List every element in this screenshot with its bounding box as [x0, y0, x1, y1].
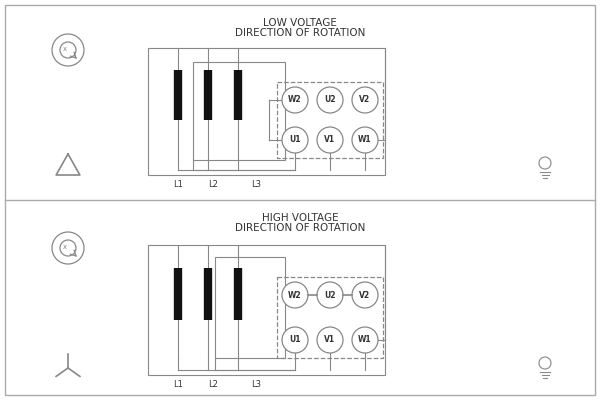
Text: W1: W1 [358, 336, 372, 344]
Text: V2: V2 [359, 290, 371, 300]
Text: DIRECTION OF ROTATION: DIRECTION OF ROTATION [235, 28, 365, 38]
Text: U1: U1 [289, 136, 301, 144]
Text: W1: W1 [358, 136, 372, 144]
Text: U1: U1 [289, 336, 301, 344]
Text: L1: L1 [173, 180, 183, 189]
Text: DIRECTION OF ROTATION: DIRECTION OF ROTATION [235, 223, 365, 233]
Text: L3: L3 [251, 180, 261, 189]
Circle shape [317, 87, 343, 113]
Bar [277, 277, 383, 358]
Bar [277, 82, 383, 158]
Circle shape [317, 327, 343, 353]
Bar [193, 62, 285, 160]
Circle shape [282, 127, 308, 153]
Text: U2: U2 [324, 96, 336, 104]
Circle shape [282, 327, 308, 353]
Text: L2: L2 [208, 380, 218, 389]
Text: W2: W2 [288, 96, 302, 104]
Circle shape [352, 282, 378, 308]
Circle shape [352, 87, 378, 113]
Bar [215, 257, 285, 358]
Bar [148, 48, 385, 175]
Text: x: x [63, 46, 67, 52]
Circle shape [352, 327, 378, 353]
Circle shape [282, 87, 308, 113]
Text: V1: V1 [325, 336, 335, 344]
Text: V2: V2 [359, 96, 371, 104]
Text: L3: L3 [251, 380, 261, 389]
Text: W2: W2 [288, 290, 302, 300]
Text: LOW VOLTAGE: LOW VOLTAGE [263, 18, 337, 28]
Text: U2: U2 [324, 290, 336, 300]
Circle shape [282, 282, 308, 308]
Circle shape [352, 127, 378, 153]
Text: HIGH VOLTAGE: HIGH VOLTAGE [262, 213, 338, 223]
Bar [148, 245, 385, 375]
Text: L1: L1 [173, 380, 183, 389]
Text: x: x [63, 244, 67, 250]
Circle shape [317, 282, 343, 308]
Text: V1: V1 [325, 136, 335, 144]
Text: L2: L2 [208, 180, 218, 189]
Circle shape [317, 127, 343, 153]
